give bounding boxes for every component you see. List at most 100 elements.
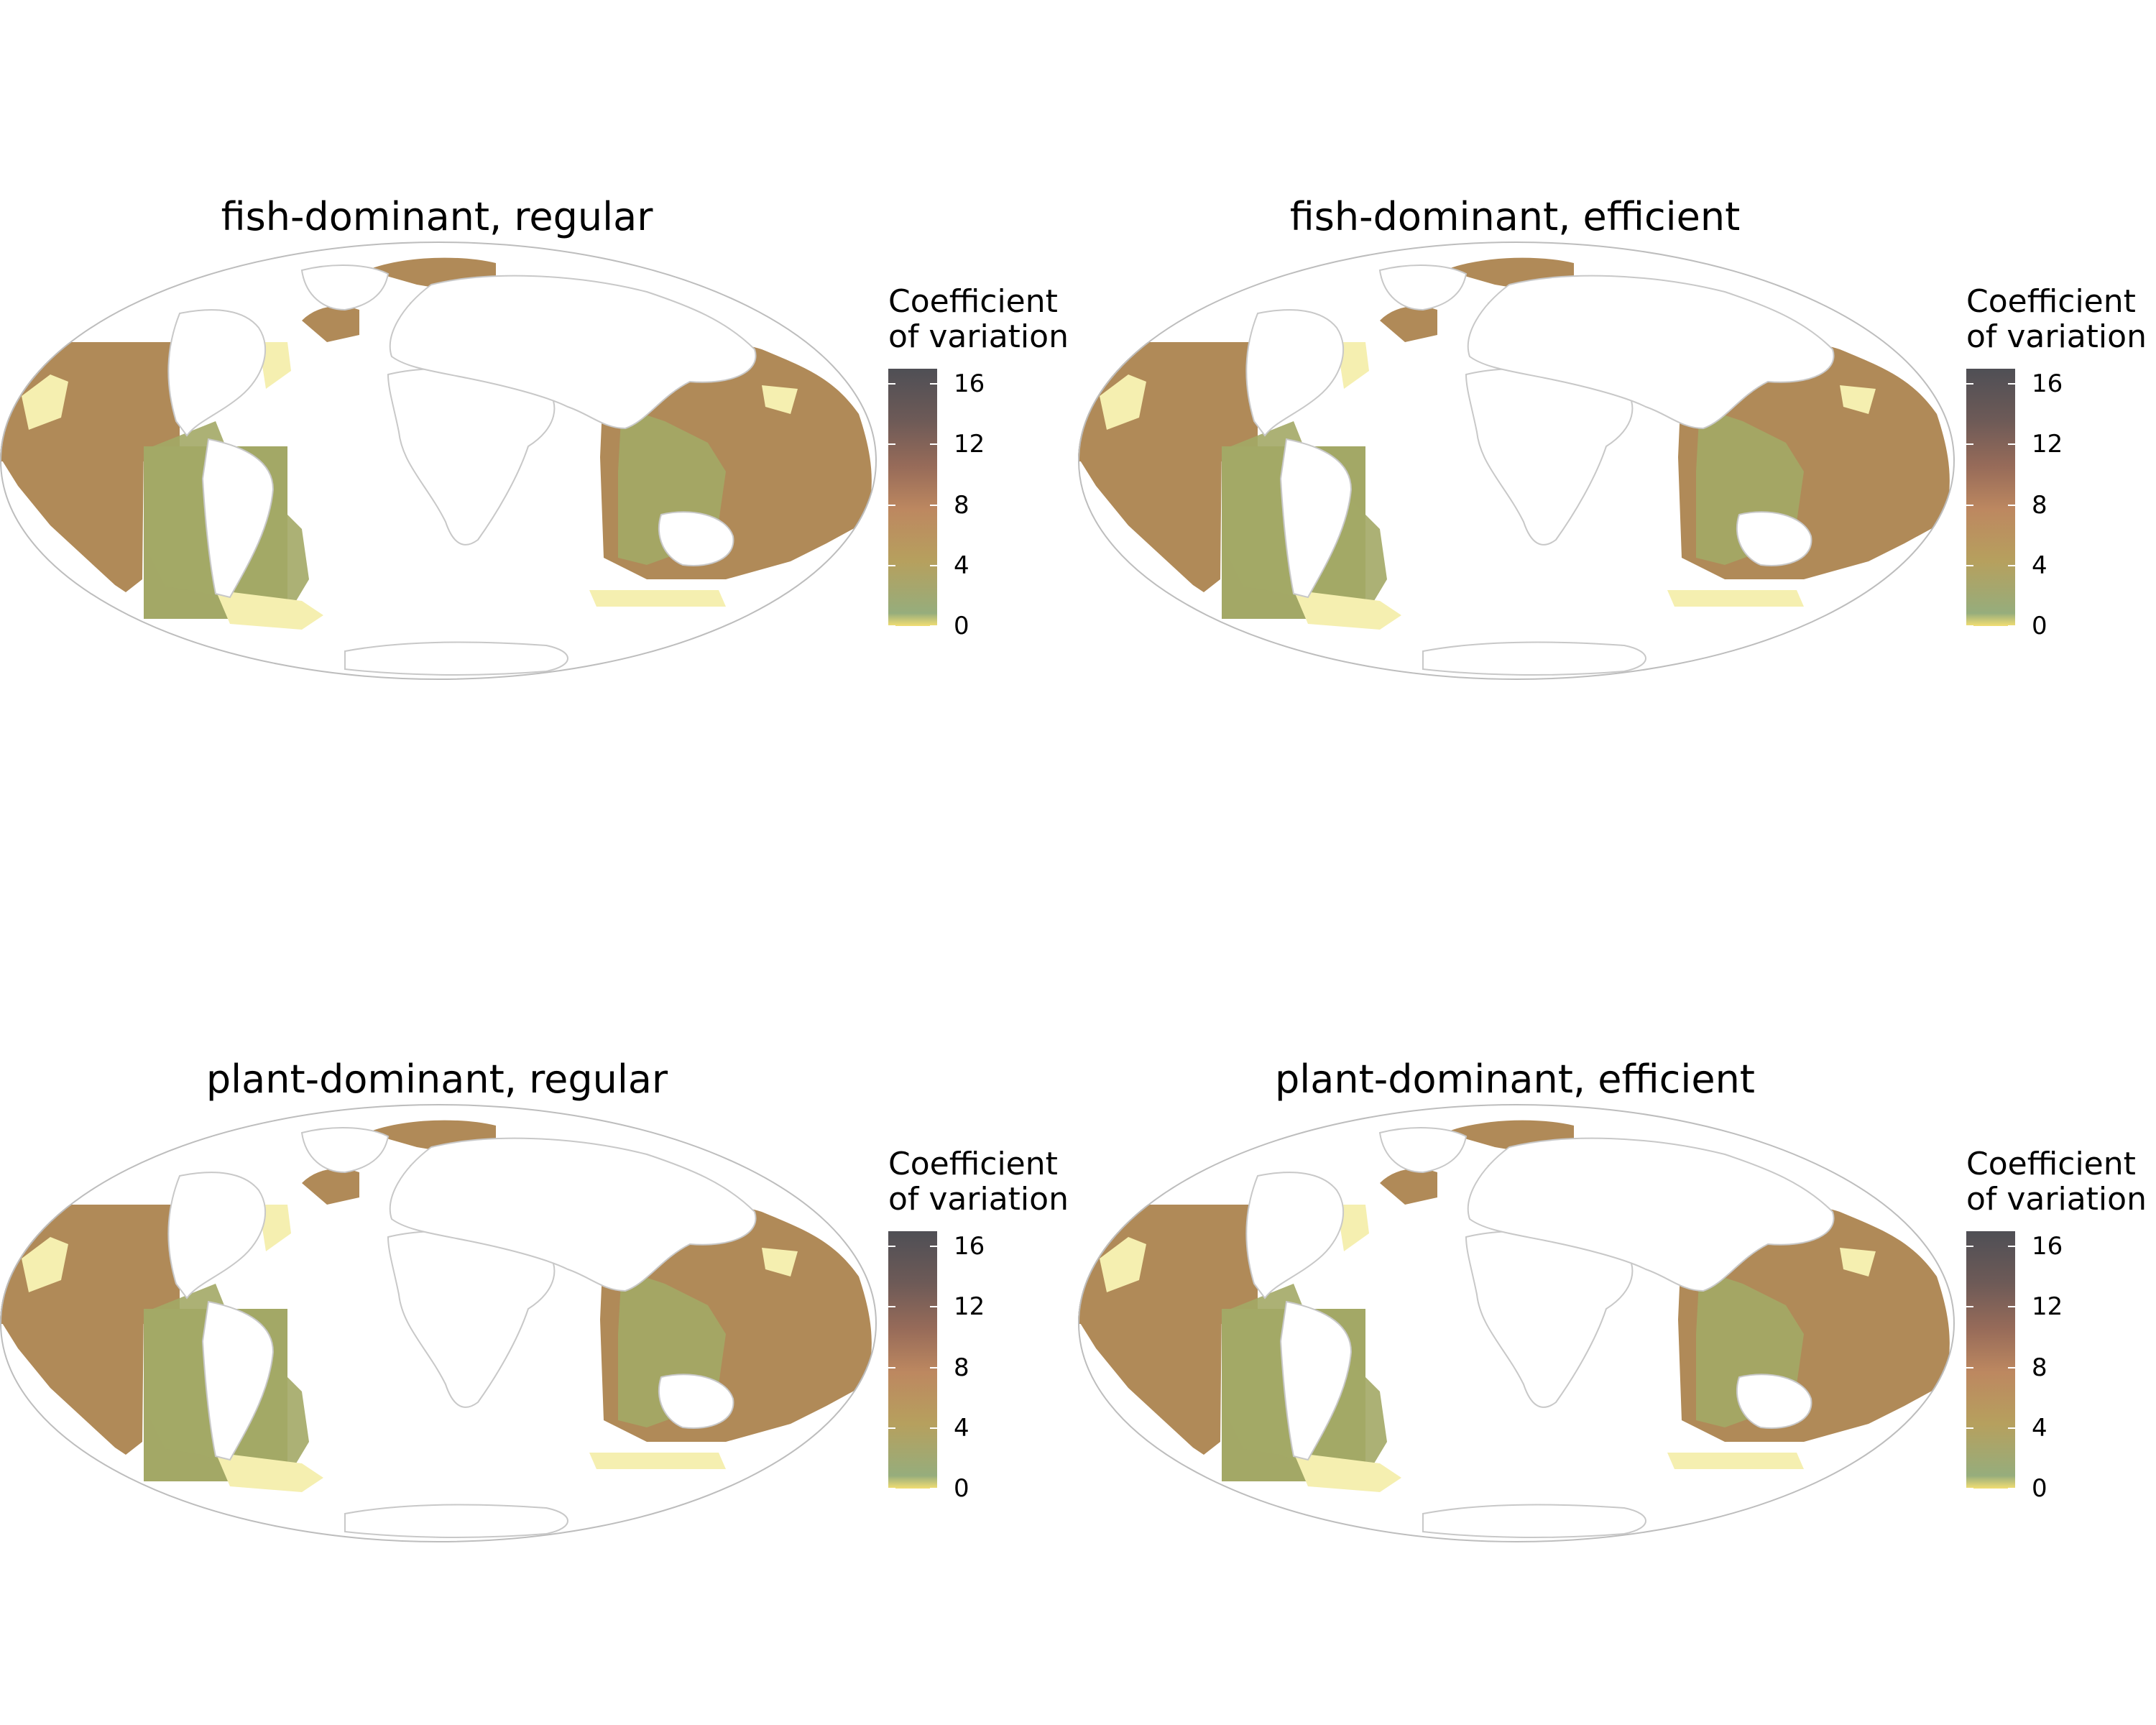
data-region-low (216, 1453, 323, 1492)
legend-tick-mark (2008, 383, 2015, 385)
legend-tick-mark (2008, 1427, 2015, 1429)
legend-tick-mark (930, 504, 937, 506)
data-region-low (1840, 1248, 1876, 1276)
legend-title-line1: Coefficient (1966, 283, 2136, 320)
legend-title-line2: of variation (1966, 1181, 2147, 1218)
country-outline (1378, 1127, 1468, 1174)
legend-colorbar (1966, 369, 2015, 626)
world-map (0, 242, 877, 680)
map-panel-plant-efficient: plant-dominant, efficient Coefficient of… (1078, 862, 2156, 1725)
legend-tick-label: 12 (2032, 1292, 2063, 1322)
country-outline (167, 309, 266, 437)
legend-tick-mark (2008, 443, 2015, 446)
legend-tick-mark (2008, 1366, 2015, 1368)
legend-tick-mark (930, 625, 937, 627)
data-region-low (762, 385, 798, 414)
legend: Coefficient of variation 16 12 8 4 0 (1966, 283, 2147, 638)
data-region-high (1380, 306, 1437, 342)
country-outline (1467, 275, 1835, 430)
data-region-low (1667, 1453, 1804, 1469)
legend-tick-mark (2008, 564, 2015, 566)
data-region-high (302, 1169, 359, 1205)
legend-tick-label: 0 (2032, 1474, 2047, 1503)
country-outline (1422, 641, 1646, 676)
legend-tick-label: 12 (954, 430, 985, 459)
map-panel-plant-regular: plant-dominant, regular Coefficient of v… (0, 862, 1078, 1725)
data-region-low (22, 374, 68, 430)
country-outline (1736, 511, 1812, 566)
country-outline (300, 264, 390, 311)
country-outline (1422, 1504, 1646, 1539)
legend-tick-mark (1966, 625, 1973, 627)
legend-tick-mark (1966, 564, 1973, 566)
legend-tick-label: 4 (2032, 1413, 2047, 1443)
legend-colorbar (1966, 1231, 2015, 1489)
legend-tick-label: 12 (954, 1292, 985, 1322)
map-boundary (1078, 242, 1955, 680)
legend-tick-mark (1966, 383, 1973, 385)
legend: Coefficient of variation 16 12 8 4 0 (1966, 1146, 2147, 1501)
legend-tick-mark (2008, 625, 2015, 627)
country-outline (387, 367, 556, 546)
legend-tick-label: 16 (954, 1232, 985, 1261)
legend-tick-mark (1966, 1306, 1973, 1308)
legend-tick-mark (888, 1427, 895, 1429)
legend-tick-mark (930, 1306, 937, 1308)
legend-tick-mark (1966, 1427, 1973, 1429)
legend-tick-mark (930, 443, 937, 446)
legend-tick-mark (888, 625, 895, 627)
legend-title-line2: of variation (1966, 318, 2147, 355)
map-panel-fish-efficient: fish-dominant, efficient Coefficient of … (1078, 0, 2156, 862)
data-region-low (1100, 374, 1146, 430)
legend-tick-label: 0 (954, 612, 969, 640)
data-region-low (259, 342, 291, 389)
map-panel-fish-regular: fish-dominant, regular Coefficient of va… (0, 0, 1078, 862)
data-region-low (1337, 1205, 1369, 1251)
data-region-low (259, 1205, 291, 1251)
map-boundary (0, 242, 877, 680)
country-outline (389, 1137, 757, 1292)
data-region-low (589, 1453, 726, 1469)
legend-tick-label: 8 (2032, 490, 2047, 520)
country-outline (1279, 1300, 1353, 1461)
data-region-low (762, 1248, 798, 1276)
data-region-high (367, 1120, 496, 1169)
legend-tick-mark (888, 504, 895, 506)
legend-tick-label: 8 (954, 1353, 969, 1382)
legend-tick-mark (930, 1427, 937, 1429)
panel-title: fish-dominant, efficient (1289, 194, 1741, 239)
legend-tick-label: 0 (954, 1474, 969, 1503)
country-outline (344, 1504, 568, 1539)
country-outline (1736, 1374, 1812, 1429)
legend-tick-mark (2008, 1306, 2015, 1308)
legend-tick-mark (930, 383, 937, 385)
map-content (1078, 257, 1950, 676)
data-region-low (1294, 590, 1401, 630)
legend-tick-mark (1966, 1488, 1973, 1489)
legend-tick-mark (888, 443, 895, 446)
legend-tick-mark (2008, 1488, 2015, 1489)
legend-tick-mark (888, 1366, 895, 1368)
legend-tick-label: 4 (2032, 551, 2047, 580)
country-outline (201, 438, 275, 599)
legend-tick-mark (930, 1366, 937, 1368)
legend-tick-mark (1966, 504, 1973, 506)
legend-tick-label: 16 (2032, 1232, 2063, 1261)
data-region-low (216, 590, 323, 630)
legend-tick-mark (930, 1246, 937, 1248)
legend-colorbar (888, 1231, 937, 1489)
country-outline (1467, 1137, 1835, 1292)
map-boundary (0, 1104, 877, 1542)
country-outline (658, 511, 734, 566)
data-region-low (1337, 342, 1369, 389)
country-outline (1378, 264, 1468, 311)
country-outline (167, 1172, 266, 1300)
legend-tick-mark (888, 1306, 895, 1308)
legend-title-line1: Coefficient (1966, 1146, 2136, 1182)
legend-tick-mark (930, 564, 937, 566)
world-map (1078, 1104, 1955, 1542)
panel-title: plant-dominant, efficient (1275, 1057, 1755, 1102)
legend-tick-mark (888, 1488, 895, 1489)
legend-tick-label: 8 (2032, 1353, 2047, 1382)
legend-tick-mark (1966, 1366, 1973, 1368)
